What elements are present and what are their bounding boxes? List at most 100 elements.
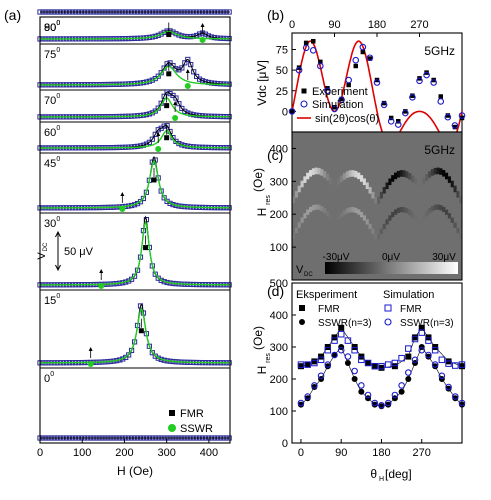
heatmap-cell [436,204,440,210]
series-point [371,363,378,370]
y-tick-label: 50 [276,65,288,77]
simulation-point [416,77,423,85]
heatmap-cell [396,207,400,214]
series-point [445,358,452,365]
heatmap-cell [354,170,358,178]
series-point [398,388,405,395]
trace-point [194,73,200,80]
series-point [445,385,452,392]
simulation-point [359,43,367,51]
colorbar-symbol: V [296,264,304,276]
heatmap-cell [385,219,389,225]
heatmap-cell [292,233,296,239]
heatmap-cell [391,211,395,218]
series-point [344,353,352,360]
heatmap-cell [331,217,335,224]
heatmap-cell [445,172,449,180]
sswr-marker [172,115,179,121]
panel-a-frame [39,16,231,444]
legend-label: FMR [400,304,422,315]
series-point [351,346,358,354]
simulation-point [331,105,338,113]
experiment-point [346,82,351,88]
y-tick-label: 75 [276,45,288,57]
experiment-point [353,63,358,69]
series-point [297,361,305,368]
heatmap-cell [450,217,454,223]
heatmap-cell [331,181,335,188]
frequency-label: 5GHz [424,143,455,157]
heatmap-cell [357,209,361,215]
y-tick-label: 300 [270,342,288,354]
fit-curve [40,155,230,209]
heatmap-cell [348,170,352,177]
y-axis-label-sub: res [265,353,272,363]
series-point [304,361,311,368]
degree-label: 0 [56,216,60,223]
fmr-component-curve [40,159,230,209]
colorbar-tick: 0μV [382,252,400,263]
heatmap-cell [388,215,392,221]
series-point [398,382,405,389]
y-tick-label: 200 [270,374,288,386]
trace-point [199,78,206,84]
series-point [317,372,325,380]
series-point [371,401,378,408]
heatmap-cell [419,217,423,224]
angle-label: 75 [44,49,56,61]
heatmap-cell [340,212,344,218]
experiment-point [360,49,366,55]
series-point [304,395,311,402]
degree-label: 0 [50,371,54,378]
heatmap-cell [337,178,341,185]
y-tick-label: 25 [276,86,288,98]
x-axis-label: H (Oe) [117,464,153,478]
heatmap-cell [311,205,315,211]
heatmap-cell [300,180,304,188]
y-tick-label: 300 [270,176,288,188]
simulation-point [366,54,374,62]
degree-label: 0 [56,93,60,100]
panel-d-label: (d) [267,283,284,299]
heatmap-cell [382,187,386,194]
trace-point [161,93,167,99]
trace-point [173,95,179,101]
experiment-point [311,39,316,44]
legend-sswr-marker [168,424,176,432]
heatmap-cell [394,209,398,215]
x-tick-label: 0 [298,447,304,459]
sswr-arrowhead [185,69,190,73]
panel-b: 0 90 180 270 0 25 50 75 Vdc [μV] 5GHz ExperimentSi… [255,19,466,145]
series-point [425,337,432,344]
series-point [405,353,412,360]
series-point [371,399,379,407]
heatmap-cell [337,215,341,221]
heatmap-cell [456,191,460,198]
heatmap-cell [360,175,364,182]
series-point [418,324,425,331]
series-point [398,354,405,362]
heatmap-cell [411,212,415,218]
angle-label: 30 [44,218,56,230]
experiment-point [388,115,394,121]
experiment-point [403,109,408,114]
experiment-point [410,93,415,98]
degree-label: 0 [56,156,60,163]
y-tick-label: 500 [270,278,288,290]
heatmap-cell [413,178,417,185]
trace-point [173,66,179,72]
heatmap-cell [456,227,460,234]
sswr-arrowhead [99,269,104,273]
y-axis-label: Vdc [μV] [255,60,269,106]
x-axis-label-sub: H [379,476,384,483]
legend-sswr-label: SSWR [180,423,213,435]
trace-point [176,101,182,107]
heatmap-cell [430,169,434,176]
simulation-point [451,122,459,129]
heatmap-cell [294,191,298,198]
series-point [297,363,304,370]
angle-label: 45 [44,158,56,170]
frequency-label: 5GHz [424,44,455,58]
heatmap-cell [442,206,446,213]
